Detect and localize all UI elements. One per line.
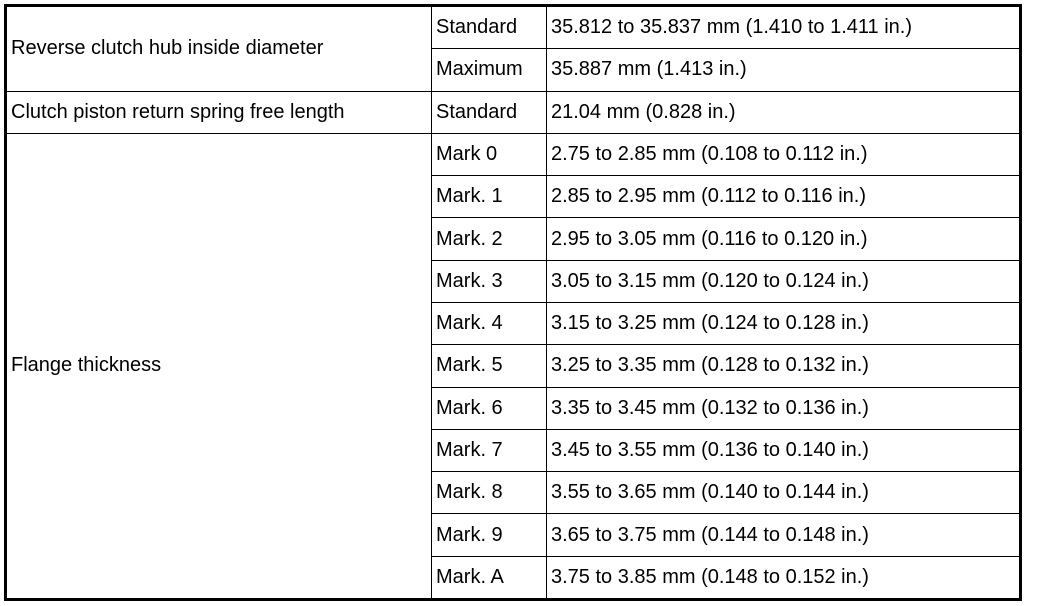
condition-cell: Maximum <box>431 48 547 92</box>
condition-cell: Mark. 6 <box>431 386 547 430</box>
condition-cell: Mark. 7 <box>431 428 547 473</box>
value-cell: 3.45 to 3.55 mm (0.136 to 0.140 in.) <box>546 428 1021 473</box>
table-row: Mark. 4 3.15 to 3.25 mm (0.124 to 0.128 i… <box>6 301 1021 346</box>
value-cell: 2.85 to 2.95 mm (0.112 to 0.116 in.) <box>546 175 1021 219</box>
value-cell: 3.05 to 3.15 mm (0.120 to 0.124 in.) <box>546 259 1021 303</box>
value-cell: 2.75 to 2.85 mm (0.108 to 0.112 in.) <box>546 132 1021 177</box>
condition-cell: Standard <box>431 4 547 50</box>
condition-cell: Mark. 4 <box>431 301 547 346</box>
value-cell: 35.887 mm (1.413 in.) <box>546 48 1021 92</box>
table-row: Mark. 3 3.05 to 3.15 mm (0.120 to 0.124 i… <box>6 259 1021 303</box>
table-row: Flange thickness Mark 0 2.75 to 2.85 mm (0… <box>5 132 1021 601</box>
condition-cell: Standard <box>431 90 547 134</box>
value-cell: 3.55 to 3.65 mm (0.140 to 0.144 in.) <box>546 471 1021 515</box>
item-cell: Reverse clutch hub inside diameter <box>5 5 432 92</box>
table-row: Mark. 7 3.45 to 3.55 mm (0.136 to 0.140 i… <box>6 428 1021 473</box>
condition-cell: Mark. 8 <box>431 471 547 515</box>
table-row: Mark. 1 2.85 to 2.95 mm (0.112 to 0.116 i… <box>6 175 1021 219</box>
condition-cell: Mark 0 <box>431 132 547 177</box>
table-row: Mark. 8 3.55 to 3.65 mm (0.140 to 0.144 i… <box>6 471 1021 515</box>
table-row: Mark. 6 3.35 to 3.45 mm (0.132 to 0.136 i… <box>6 386 1021 430</box>
value-cell: 2.95 to 3.05 mm (0.116 to 0.120 in.) <box>546 217 1021 261</box>
table-row: Mark. 5 3.25 to 3.35 mm (0.128 to 0.132 i… <box>6 344 1021 388</box>
value-cell: 3.15 to 3.25 mm (0.124 to 0.128 in.) <box>546 301 1021 346</box>
condition-cell: Mark. 5 <box>431 344 547 388</box>
item-cell: Flange thickness <box>5 132 432 601</box>
table-row: Mark. A 3.75 to 3.85 mm (0.148 to 0.152 i… <box>6 555 1021 601</box>
condition-cell: Mark. 9 <box>431 513 547 557</box>
table-row: Clutch piston return spring free length S… <box>5 90 1021 134</box>
value-cell: 21.04 mm (0.828 in.) <box>546 90 1021 134</box>
condition-cell: Mark. 3 <box>431 259 547 303</box>
condition-cell: Mark. 2 <box>431 217 547 261</box>
value-cell: 3.65 to 3.75 mm (0.144 to 0.148 in.) <box>546 513 1021 557</box>
value-cell: 3.75 to 3.85 mm (0.148 to 0.152 in.) <box>546 555 1021 601</box>
condition-cell: Mark. A <box>431 555 547 601</box>
table-row: Reverse clutch hub inside diameter Standa… <box>5 4 1021 92</box>
table-row: Mark. 2 2.95 to 3.05 mm (0.116 to 0.120 i… <box>6 217 1021 261</box>
table-row: Maximum 35.887 mm (1.413 in.) <box>6 48 1021 92</box>
condition-cell: Mark. 1 <box>431 175 547 219</box>
item-cell: Clutch piston return spring free length <box>5 90 432 134</box>
value-cell: 35.812 to 35.837 mm (1.410 to 1.411 in.) <box>546 4 1021 50</box>
table-row: Mark. 9 3.65 to 3.75 mm (0.144 to 0.148 i… <box>6 513 1021 557</box>
specification-table: Reverse clutch hub inside diameter Standa… <box>4 4 1022 601</box>
value-cell: 3.35 to 3.45 mm (0.132 to 0.136 in.) <box>546 386 1021 430</box>
value-cell: 3.25 to 3.35 mm (0.128 to 0.132 in.) <box>546 344 1021 388</box>
